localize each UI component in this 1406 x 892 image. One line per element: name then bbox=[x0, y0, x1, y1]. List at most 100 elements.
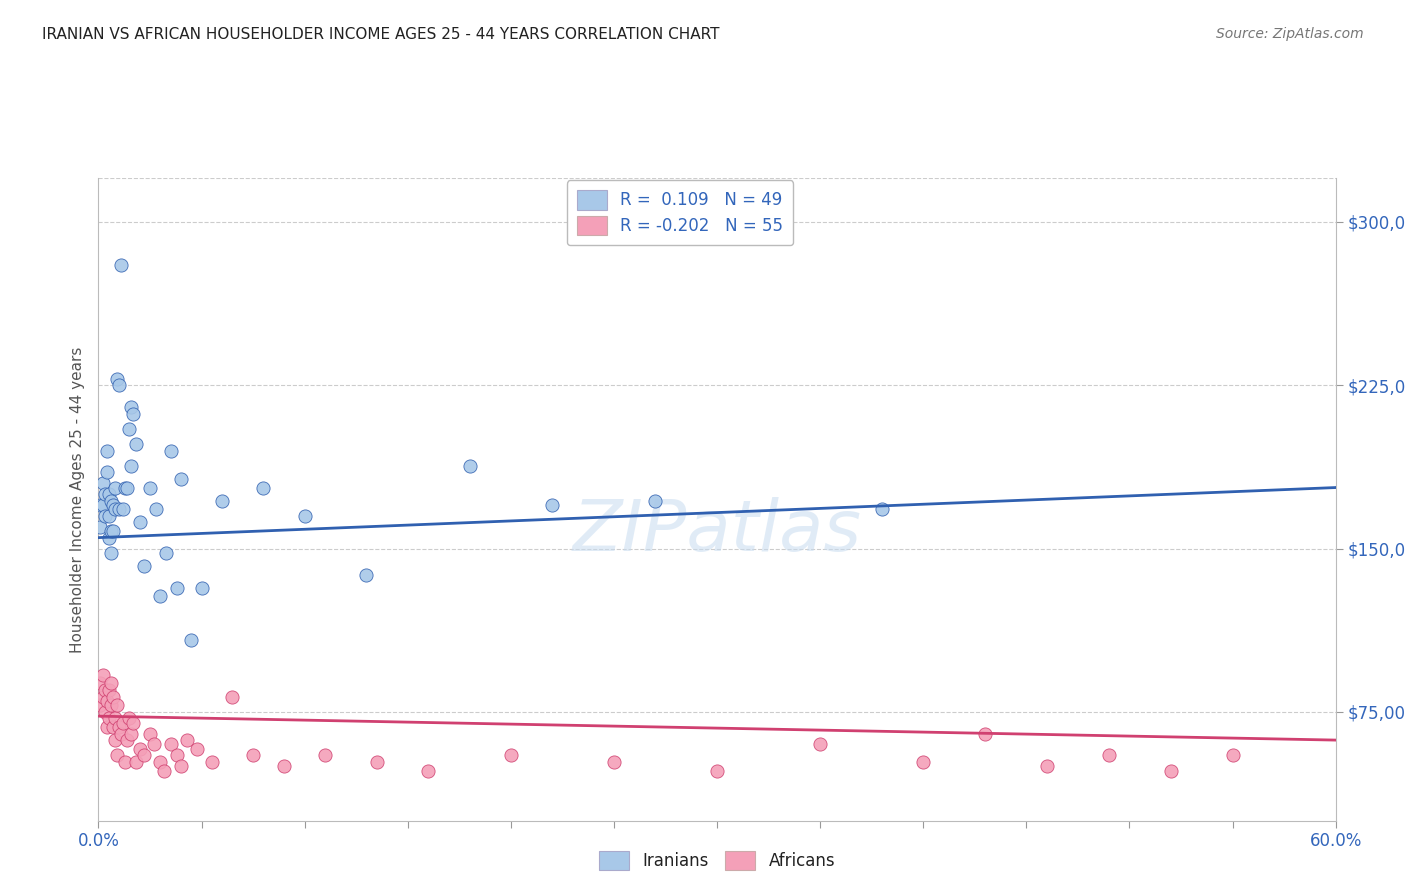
Point bbox=[124, 437, 146, 451]
Point bbox=[458, 458, 481, 473]
Point bbox=[366, 755, 388, 769]
Point bbox=[104, 711, 127, 725]
Point bbox=[97, 508, 120, 523]
Point bbox=[120, 726, 142, 740]
Point bbox=[117, 481, 139, 495]
Point bbox=[170, 472, 193, 486]
Point bbox=[1098, 748, 1121, 763]
Point bbox=[252, 481, 274, 495]
Point bbox=[93, 508, 115, 523]
Point bbox=[128, 741, 150, 756]
Point bbox=[201, 755, 224, 769]
Point bbox=[91, 690, 114, 704]
Point bbox=[155, 546, 177, 560]
Point bbox=[110, 259, 132, 273]
Y-axis label: Householder Income Ages 25 - 44 years: Householder Income Ages 25 - 44 years bbox=[69, 346, 84, 653]
Legend: Iranians, Africans: Iranians, Africans bbox=[592, 844, 842, 877]
Text: Source: ZipAtlas.com: Source: ZipAtlas.com bbox=[1216, 27, 1364, 41]
Point bbox=[912, 755, 935, 769]
Point bbox=[100, 493, 122, 508]
Point bbox=[108, 378, 131, 392]
Point bbox=[96, 465, 118, 479]
Point bbox=[294, 508, 316, 523]
Point bbox=[314, 748, 336, 763]
Point bbox=[100, 524, 122, 538]
Point bbox=[356, 567, 378, 582]
Point bbox=[89, 698, 111, 713]
Point bbox=[706, 764, 728, 778]
Point bbox=[93, 705, 115, 719]
Point bbox=[149, 590, 172, 604]
Point bbox=[145, 502, 167, 516]
Point bbox=[105, 698, 128, 713]
Point bbox=[120, 458, 142, 473]
Text: ZIPatlas: ZIPatlas bbox=[572, 497, 862, 566]
Point bbox=[176, 733, 198, 747]
Point bbox=[974, 726, 997, 740]
Point bbox=[118, 422, 141, 436]
Point bbox=[91, 476, 114, 491]
Point bbox=[89, 498, 111, 512]
Point bbox=[132, 748, 155, 763]
Point bbox=[105, 372, 128, 386]
Point bbox=[242, 748, 264, 763]
Point bbox=[644, 493, 666, 508]
Point bbox=[1036, 759, 1059, 773]
Point bbox=[112, 502, 135, 516]
Point bbox=[1160, 764, 1182, 778]
Point bbox=[104, 733, 127, 747]
Point bbox=[101, 524, 124, 538]
Point bbox=[117, 733, 139, 747]
Text: IRANIAN VS AFRICAN HOUSEHOLDER INCOME AGES 25 - 44 YEARS CORRELATION CHART: IRANIAN VS AFRICAN HOUSEHOLDER INCOME AG… bbox=[42, 27, 720, 42]
Point bbox=[118, 711, 141, 725]
Point bbox=[186, 741, 208, 756]
Point bbox=[143, 738, 166, 752]
Point bbox=[211, 493, 233, 508]
Point bbox=[96, 720, 118, 734]
Point bbox=[101, 690, 124, 704]
Point bbox=[120, 400, 142, 414]
Point bbox=[97, 531, 120, 545]
Point bbox=[108, 720, 131, 734]
Point bbox=[124, 755, 146, 769]
Point bbox=[91, 667, 114, 681]
Point bbox=[89, 676, 111, 690]
Point bbox=[96, 443, 118, 458]
Point bbox=[97, 683, 120, 698]
Point bbox=[221, 690, 243, 704]
Point bbox=[93, 487, 115, 501]
Point bbox=[89, 520, 111, 534]
Point bbox=[91, 498, 114, 512]
Point bbox=[96, 694, 118, 708]
Point bbox=[100, 698, 122, 713]
Point bbox=[418, 764, 440, 778]
Point bbox=[153, 764, 176, 778]
Point bbox=[97, 487, 120, 501]
Point bbox=[105, 748, 128, 763]
Point bbox=[808, 738, 831, 752]
Point bbox=[100, 546, 122, 560]
Point bbox=[273, 759, 295, 773]
Point bbox=[100, 676, 122, 690]
Point bbox=[190, 581, 212, 595]
Point bbox=[132, 558, 155, 573]
Point bbox=[104, 481, 127, 495]
Point bbox=[1222, 748, 1244, 763]
Point bbox=[603, 755, 626, 769]
Point bbox=[159, 738, 181, 752]
Point bbox=[101, 720, 124, 734]
Point bbox=[112, 715, 135, 730]
Point bbox=[139, 726, 162, 740]
Point bbox=[101, 498, 124, 512]
Point bbox=[166, 581, 188, 595]
Point bbox=[166, 748, 188, 763]
Point bbox=[499, 748, 522, 763]
Point bbox=[110, 726, 132, 740]
Point bbox=[541, 498, 564, 512]
Point bbox=[870, 502, 893, 516]
Point bbox=[122, 407, 145, 421]
Point bbox=[108, 502, 131, 516]
Point bbox=[93, 683, 115, 698]
Point bbox=[97, 711, 120, 725]
Point bbox=[122, 715, 145, 730]
